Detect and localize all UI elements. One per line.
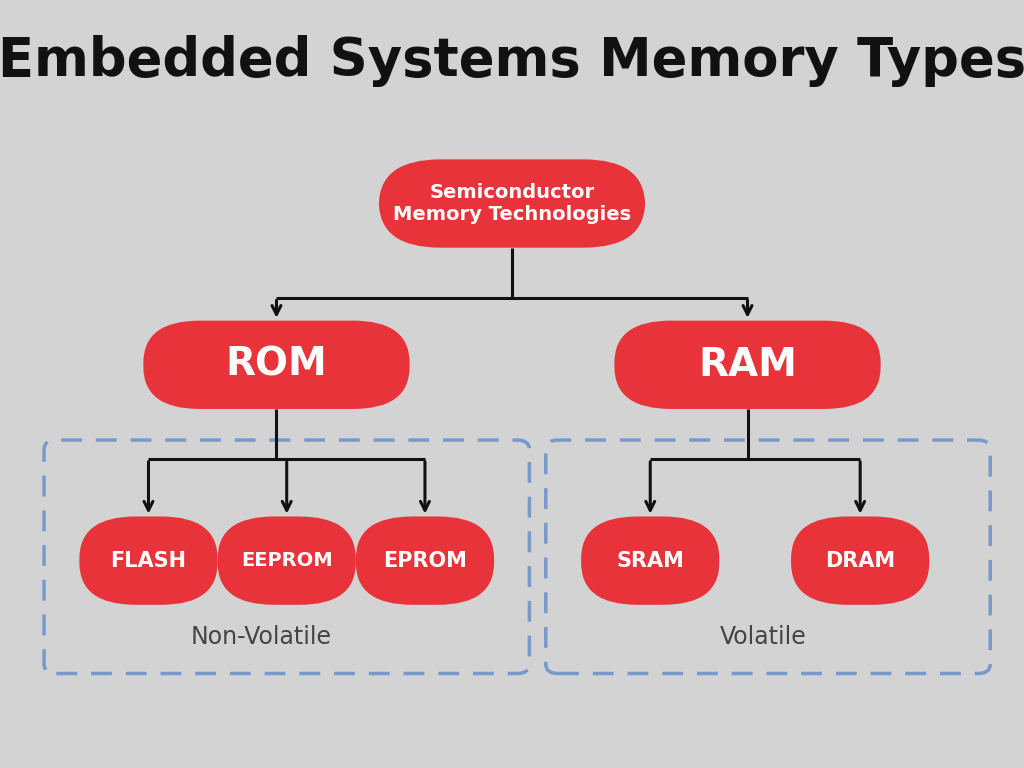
Text: RAM: RAM [698,346,797,384]
FancyBboxPatch shape [79,516,217,605]
Text: SRAM: SRAM [616,551,684,571]
Text: Volatile: Volatile [720,625,806,649]
Text: DRAM: DRAM [825,551,895,571]
FancyBboxPatch shape [143,320,410,409]
Text: ROM: ROM [225,346,328,384]
Text: EPROM: EPROM [383,551,467,571]
FancyBboxPatch shape [379,160,645,248]
FancyBboxPatch shape [614,320,881,409]
Text: Non-Volatile: Non-Volatile [190,625,332,649]
Text: FLASH: FLASH [111,551,186,571]
FancyBboxPatch shape [582,516,719,605]
Text: Embedded Systems Memory Types: Embedded Systems Memory Types [0,35,1024,87]
FancyBboxPatch shape [218,516,356,605]
Text: Semiconductor
Memory Technologies: Semiconductor Memory Technologies [393,183,631,224]
Text: EEPROM: EEPROM [241,551,333,570]
FancyBboxPatch shape [356,516,494,605]
FancyBboxPatch shape [791,516,930,605]
